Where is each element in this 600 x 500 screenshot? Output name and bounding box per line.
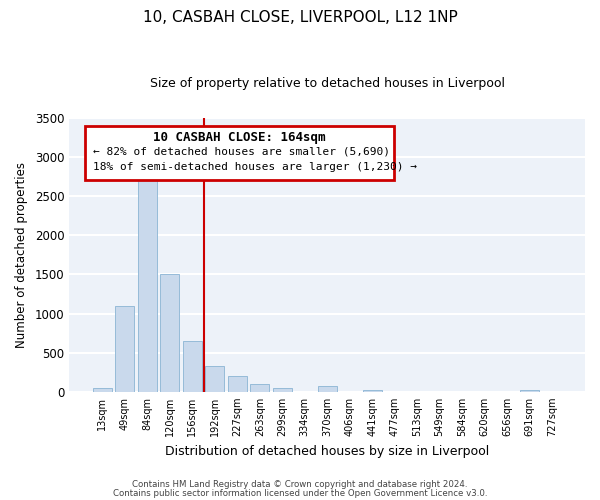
Bar <box>183 341 202 392</box>
Text: Contains public sector information licensed under the Open Government Licence v3: Contains public sector information licen… <box>113 488 487 498</box>
Bar <box>317 386 337 392</box>
Text: 10 CASBAH CLOSE: 164sqm: 10 CASBAH CLOSE: 164sqm <box>154 131 326 144</box>
Bar <box>250 384 269 392</box>
Bar <box>93 388 112 392</box>
Bar <box>160 274 179 392</box>
Bar <box>115 306 134 392</box>
Bar <box>273 388 292 392</box>
Y-axis label: Number of detached properties: Number of detached properties <box>15 162 28 348</box>
Bar <box>138 164 157 392</box>
Text: ← 82% of detached houses are smaller (5,690): ← 82% of detached houses are smaller (5,… <box>92 147 389 157</box>
Text: Contains HM Land Registry data © Crown copyright and database right 2024.: Contains HM Land Registry data © Crown c… <box>132 480 468 489</box>
X-axis label: Distribution of detached houses by size in Liverpool: Distribution of detached houses by size … <box>165 444 490 458</box>
Text: 18% of semi-detached houses are larger (1,230) →: 18% of semi-detached houses are larger (… <box>92 162 416 172</box>
Text: 10, CASBAH CLOSE, LIVERPOOL, L12 1NP: 10, CASBAH CLOSE, LIVERPOOL, L12 1NP <box>143 10 457 25</box>
Bar <box>228 376 247 392</box>
Bar <box>205 366 224 392</box>
Bar <box>520 390 539 392</box>
FancyBboxPatch shape <box>85 126 394 180</box>
Bar <box>362 390 382 392</box>
Title: Size of property relative to detached houses in Liverpool: Size of property relative to detached ho… <box>150 78 505 90</box>
